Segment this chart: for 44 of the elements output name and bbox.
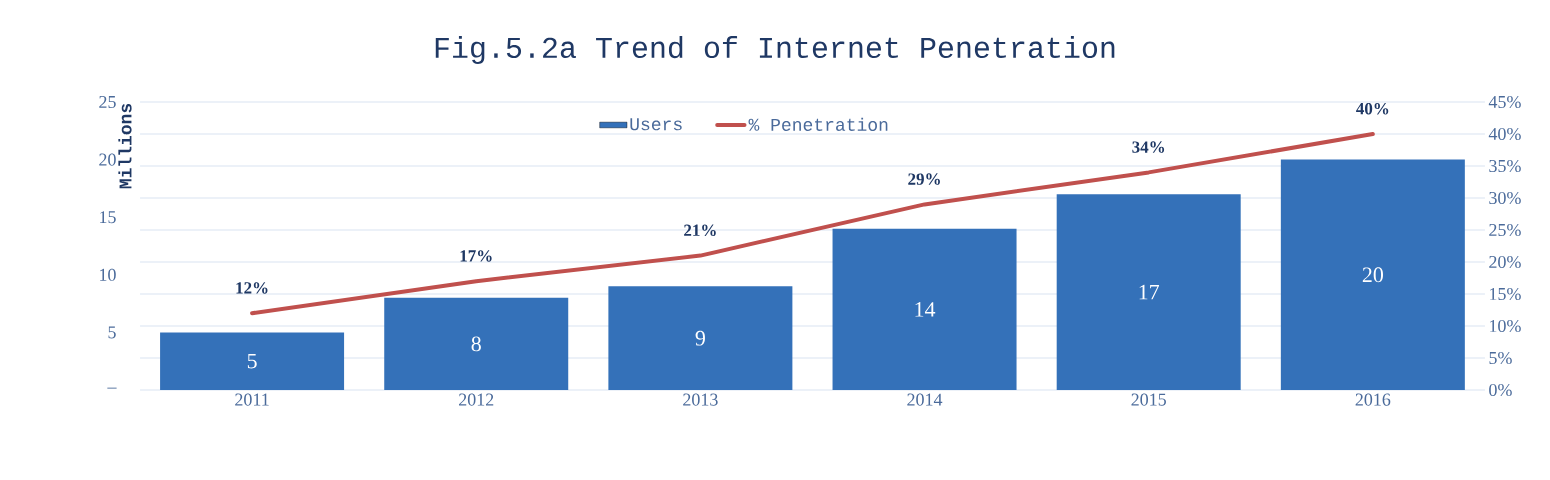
x-tick-label: 2016 xyxy=(1355,393,1391,406)
y2-tick-label: 20% xyxy=(1489,255,1521,269)
y-tick-label: 25 xyxy=(99,95,116,109)
data-label: 8 xyxy=(471,336,481,352)
data-label: 34% xyxy=(1132,141,1165,153)
data-label: 5 xyxy=(247,353,257,369)
y2-tick-label: 5% xyxy=(1489,351,1512,365)
bar xyxy=(1280,159,1465,390)
y2-tick-label: 35% xyxy=(1489,159,1521,173)
bar xyxy=(160,332,345,390)
chart-title: Fig.5.2a Trend of Internet Penetration xyxy=(435,36,1115,64)
y-axis-title: Millions xyxy=(118,103,132,189)
y-tick-label: 5 xyxy=(108,326,116,339)
data-label: 9 xyxy=(695,330,705,346)
legend-label: % Penetration xyxy=(748,117,888,131)
y2-tick-label: 10% xyxy=(1490,319,1521,333)
data-label: 40% xyxy=(1356,102,1389,115)
x-tick-label: 2013 xyxy=(683,393,718,406)
data-label: 17% xyxy=(460,250,492,262)
y2-tick-label: 40% xyxy=(1488,127,1521,141)
data-label: 20 xyxy=(1362,267,1384,283)
y-tick-label: – xyxy=(107,387,117,389)
y2-tick-label: 25% xyxy=(1489,223,1521,237)
bar xyxy=(832,228,1017,390)
data-label: 29% xyxy=(908,173,940,185)
y2-tick-label: 30% xyxy=(1489,191,1521,205)
x-tick-label: 2015 xyxy=(1131,393,1166,406)
y-tick-label: 15 xyxy=(100,211,116,224)
data-label: 12% xyxy=(236,282,268,294)
data-label: 21% xyxy=(684,224,716,237)
bar xyxy=(384,297,569,390)
data-label: 14 xyxy=(915,302,936,317)
y-tick-label: 20 xyxy=(99,153,116,166)
x-tick-label: 2014 xyxy=(907,393,943,406)
y2-tick-label: 45% xyxy=(1488,95,1521,109)
x-tick-label: 2011 xyxy=(235,393,269,406)
y-tick-label: 10 xyxy=(100,268,116,281)
bar xyxy=(608,286,793,390)
y2-tick-label: 15% xyxy=(1490,287,1521,301)
data-label: 17 xyxy=(1139,284,1160,300)
x-tick-label: 2012 xyxy=(459,393,494,406)
y2-tick-label: 0% xyxy=(1489,383,1512,397)
bar xyxy=(1056,194,1241,390)
legend-label: Users xyxy=(630,118,682,131)
